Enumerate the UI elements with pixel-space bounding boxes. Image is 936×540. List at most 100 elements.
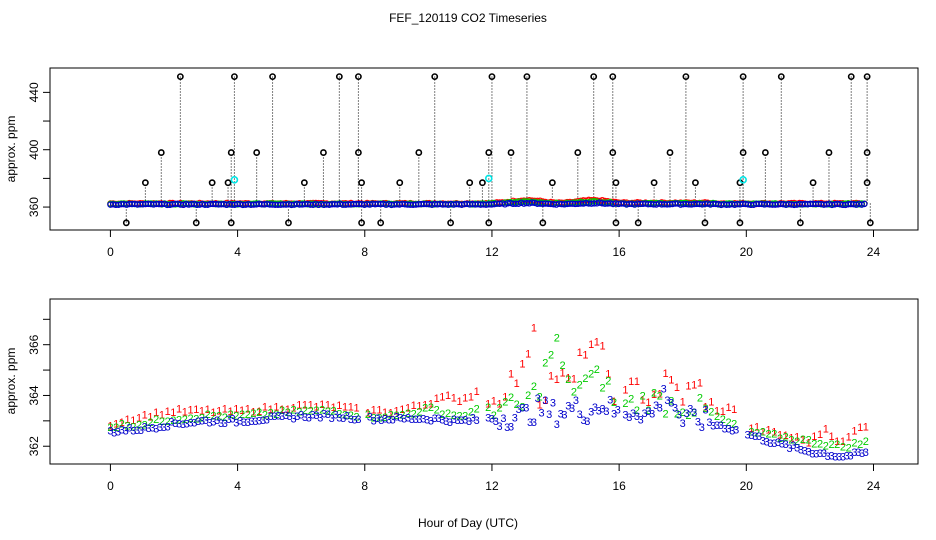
series-3-marker: 3 <box>401 414 407 426</box>
series-1-marker: 1 <box>199 406 205 418</box>
top-x-tick-label: 4 <box>234 245 241 259</box>
series-2-marker: 2 <box>834 439 840 451</box>
series-3-marker: 3 <box>222 418 228 430</box>
series-1-marker: 1 <box>256 406 262 418</box>
series-3-marker: 3 <box>569 403 575 415</box>
series-3-marker: 3 <box>661 383 667 395</box>
series-3-marker: 3 <box>497 421 503 433</box>
top-flag-point <box>847 73 855 81</box>
series-3-marker: 3 <box>310 410 316 422</box>
series-2-marker: 2 <box>176 415 182 427</box>
top-flag-point <box>863 73 871 81</box>
series-1-marker: 1 <box>697 377 703 389</box>
series-3-marker: 3 <box>184 419 190 431</box>
series-1-marker: 1 <box>766 424 772 436</box>
series-1-marker: 1 <box>691 379 697 391</box>
bottom-x-tick-label: 8 <box>361 479 368 493</box>
series-2-marker: 2 <box>187 413 193 425</box>
top-x-tick-label: 0 <box>107 245 114 259</box>
series-2-marker: 2 <box>445 408 451 420</box>
top-flag-point <box>539 219 547 227</box>
series-1-marker: 1 <box>777 429 783 441</box>
series-2-marker: 2 <box>147 417 153 429</box>
series-2-marker: 2 <box>239 409 245 421</box>
series-2-marker: 2 <box>468 406 474 418</box>
top-flag-point <box>227 219 235 227</box>
series-1-marker: 1 <box>239 405 245 417</box>
bottom-x-tick-label: 0 <box>107 479 114 493</box>
series-3-marker: 3 <box>336 413 342 425</box>
series-1-marker: 1 <box>371 405 377 417</box>
series-3-marker: 3 <box>252 416 258 428</box>
panel-top: 0 4 8 12 16 20 24 360 400 440 approx. ppm <box>4 67 919 259</box>
series-3-marker: 3 <box>790 440 796 452</box>
series-1-marker: 1 <box>273 401 279 413</box>
top-flag-point <box>574 149 582 156</box>
series-1-marker: 1 <box>645 397 651 409</box>
series-2-marker: 2 <box>519 401 525 413</box>
series-2-marker: 2 <box>125 421 131 433</box>
top-flag-point <box>736 219 744 227</box>
series-2-marker: 2 <box>554 333 560 345</box>
series-2-marker: 2 <box>840 441 846 453</box>
series-1-marker: 1 <box>468 391 474 403</box>
series-1-marker: 1 <box>622 384 628 396</box>
series-1-marker: 1 <box>497 399 503 411</box>
top-flag-point <box>634 219 642 227</box>
series-2-marker: 2 <box>502 396 508 408</box>
series-1-marker: 1 <box>514 378 520 390</box>
series-3-marker: 3 <box>168 417 174 429</box>
series-3-marker: 3 <box>249 416 255 428</box>
series-1-marker: 1 <box>348 402 354 414</box>
series-2-marker: 2 <box>720 414 726 426</box>
series-1-marker: 1 <box>771 426 777 438</box>
series-3-marker: 3 <box>844 450 850 462</box>
series-1-marker: 1 <box>394 405 400 417</box>
series-2-marker: 2 <box>611 397 617 409</box>
series-1-marker: 1 <box>182 406 188 418</box>
series-3-marker: 3 <box>233 417 239 429</box>
series-2-marker: 2 <box>794 436 800 448</box>
series-3-marker: 3 <box>764 437 770 449</box>
series-1-marker: 1 <box>628 376 634 388</box>
bottom-x-tick-label: 12 <box>485 479 499 493</box>
series-2-marker: 2 <box>233 410 239 422</box>
series-2-marker: 2 <box>153 414 159 426</box>
series-2-marker: 2 <box>285 407 291 419</box>
series-3-marker: 3 <box>134 425 140 437</box>
top-series-3-point <box>858 201 865 208</box>
bottom-y-axis: 362 364 366 <box>27 318 50 456</box>
series-2-marker: 2 <box>662 408 668 420</box>
series-2-marker: 2 <box>348 410 354 422</box>
series-2-marker: 2 <box>651 387 657 399</box>
series-3-marker: 3 <box>683 408 689 420</box>
series-2-marker: 2 <box>256 407 262 419</box>
series-3-marker: 3 <box>638 415 644 427</box>
series-3-marker: 3 <box>592 402 598 414</box>
series-3-marker: 3 <box>767 438 773 450</box>
plot-frame-top <box>49 67 919 231</box>
series-2-marker: 2 <box>777 433 783 445</box>
series-2-marker: 2 <box>422 403 428 415</box>
series-1-marker: 1 <box>296 400 302 412</box>
series-3-marker: 3 <box>580 415 586 427</box>
series-3-marker: 3 <box>535 393 541 405</box>
series-3-marker: 3 <box>809 448 815 460</box>
top-x-tick-label: 24 <box>867 245 881 259</box>
series-3-marker: 3 <box>287 411 293 423</box>
series-3-marker: 3 <box>275 410 281 422</box>
series-2-marker: 2 <box>622 398 628 410</box>
series-3-marker: 3 <box>558 408 564 420</box>
series-1-marker: 1 <box>863 421 869 433</box>
series-3-marker: 3 <box>806 446 812 458</box>
series-1-marker: 1 <box>731 404 737 416</box>
series-1-marker: 1 <box>405 403 411 415</box>
series-3-marker: 3 <box>210 417 216 429</box>
series-2-marker: 2 <box>262 410 268 422</box>
series-3-marker: 3 <box>321 409 327 421</box>
series-2-marker: 2 <box>600 382 606 394</box>
series-1-marker: 1 <box>594 336 600 348</box>
series-2-marker: 2 <box>376 413 382 425</box>
top-flag-point <box>488 73 496 81</box>
series-3-marker: 3 <box>588 407 594 419</box>
